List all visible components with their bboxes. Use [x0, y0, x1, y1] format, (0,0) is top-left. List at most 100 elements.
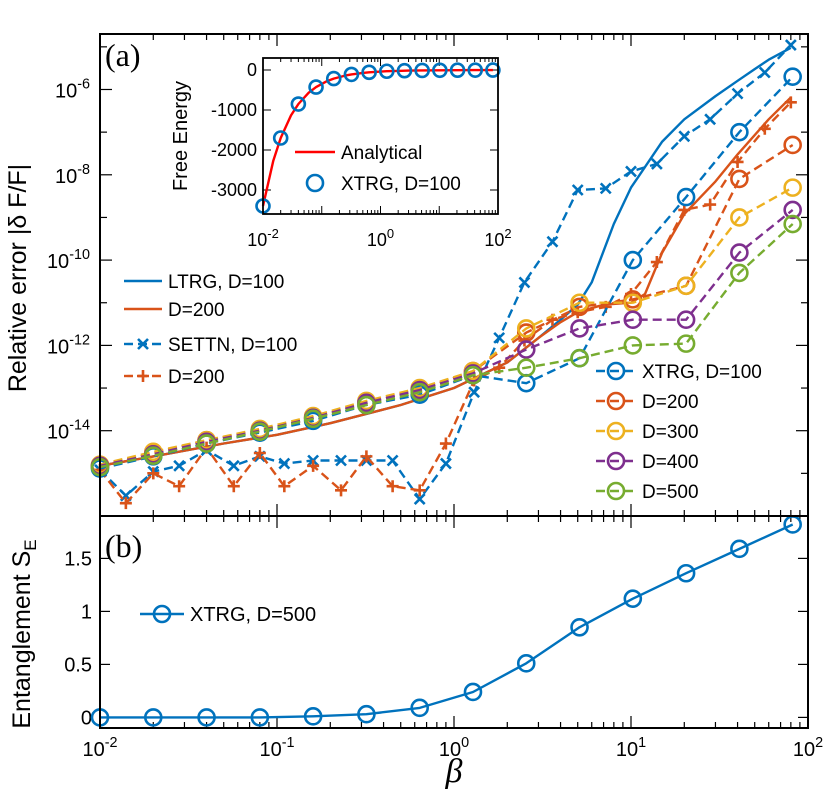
y-tick-label: 10-12	[47, 332, 90, 358]
data-point	[357, 395, 376, 415]
data-point	[439, 457, 452, 470]
data-point	[468, 386, 481, 399]
y-tick-label: 1.5	[64, 548, 92, 570]
inset-plot-area	[263, 58, 498, 214]
legend-entry: D=200	[124, 367, 225, 388]
data-point	[758, 122, 771, 135]
legend-entry: LTRG, D=100	[124, 272, 284, 293]
inset-x-tick-label-base: 10	[367, 230, 387, 250]
data-point	[197, 434, 216, 453]
legend-label: XTRG, D=100	[642, 362, 762, 383]
data-point	[623, 589, 643, 608]
x-tick-label-exp: 2	[815, 735, 823, 751]
data-point	[571, 184, 584, 196]
inset-x-tick-label-base: 10	[484, 230, 504, 250]
inset-axes-box	[262, 57, 499, 215]
data-point	[432, 62, 448, 79]
y-axis-label: Entanglement SE	[8, 539, 40, 728]
panel-b: 00.511.510-2 10-1 100 101 102(b)Entanglement…	[8, 515, 823, 790]
data-point	[173, 459, 186, 472]
data-point	[227, 459, 240, 472]
data-point	[413, 493, 426, 505]
data-point	[704, 198, 717, 211]
data-point	[278, 480, 291, 493]
data-point	[197, 708, 216, 727]
axes-box	[99, 515, 809, 729]
data-point	[325, 70, 342, 87]
y-tick-label-exp: -12	[69, 332, 90, 348]
inset-x-tick-label-exp: 2	[504, 226, 511, 241]
data-point	[570, 617, 589, 637]
legend-entry: XTRG, D=100	[596, 361, 762, 383]
data-point	[731, 87, 744, 100]
data-point	[650, 157, 663, 170]
data-point	[250, 708, 270, 727]
legend-label: D=500	[642, 482, 699, 503]
data-point	[449, 62, 466, 78]
x-tick-label: 101	[616, 735, 646, 761]
legend-label: Analytical	[341, 143, 422, 164]
legend-left: LTRG, D=100 D=200 SETTN, D=100 D=200	[124, 272, 297, 388]
y-axis-label-main: Entanglement S	[8, 551, 36, 729]
data-point	[676, 334, 696, 353]
data-point	[386, 480, 399, 493]
data-point	[731, 155, 744, 168]
legend-marker	[606, 481, 626, 501]
data-point	[730, 208, 749, 227]
data-point	[303, 707, 323, 726]
data-point	[730, 243, 749, 262]
data-point	[463, 682, 483, 702]
legend-entry: D=300	[596, 421, 699, 443]
data-point	[396, 62, 413, 79]
data-point	[570, 319, 589, 338]
inset-y-axis-label: Free Energy	[170, 81, 192, 191]
data-point	[516, 340, 536, 359]
legend-label: D=200	[642, 392, 699, 413]
legend-entry: D=500	[596, 481, 699, 503]
legend-marker	[606, 391, 626, 411]
legend-label: LTRG, D=100	[168, 272, 284, 293]
data-point	[335, 484, 348, 497]
data-point	[278, 457, 291, 470]
data-point	[272, 130, 289, 146]
legend-label: SETTN, D=100	[168, 335, 297, 356]
data-point	[730, 263, 749, 283]
y-tick-label-base: 10	[47, 251, 69, 273]
data-point	[343, 66, 360, 83]
x-tick-label-base: 10	[793, 739, 815, 761]
legend-marker	[137, 370, 149, 382]
data-point	[546, 235, 559, 248]
data-point	[784, 39, 797, 51]
legend-label: D=400	[642, 452, 699, 473]
data-point	[676, 563, 696, 583]
data-point	[410, 698, 429, 718]
legend-entry: Analytical	[295, 143, 422, 164]
x-tick-label-exp: -2	[105, 735, 118, 751]
y-tick-label-exp: -8	[77, 162, 90, 178]
x-tick-label-base: 10	[439, 739, 461, 761]
data-point	[676, 310, 696, 330]
data-point	[308, 79, 324, 95]
y-tick-label: 10-10	[47, 247, 90, 273]
data-point	[730, 539, 749, 559]
y-axis-label: Relative error |δ F/F|	[4, 164, 32, 392]
series-line	[99, 44, 792, 501]
data-point	[704, 113, 717, 126]
data-point	[783, 135, 802, 155]
x-tick-label-exp: 0	[461, 735, 469, 751]
y-tick-label-base: 10	[55, 166, 77, 188]
x-axis-label: β	[445, 753, 463, 790]
x-tick-label-base: 10	[616, 739, 638, 761]
x-tick-label: 10-1	[259, 735, 294, 761]
legend-label: D=300	[642, 422, 699, 443]
data-point	[227, 480, 240, 493]
series-line	[99, 96, 792, 467]
inset-x-tick-label: 102	[484, 226, 511, 250]
data-point	[676, 187, 696, 207]
data-point	[173, 480, 186, 493]
inset-x-tick-label-exp: 0	[387, 226, 394, 241]
data-point	[623, 310, 643, 330]
legend-label: XTRG, D=100	[341, 174, 461, 195]
legend-right: XTRG, D=100 D=200 D=300 D=400 D=500	[596, 361, 762, 503]
data-point	[623, 336, 643, 355]
